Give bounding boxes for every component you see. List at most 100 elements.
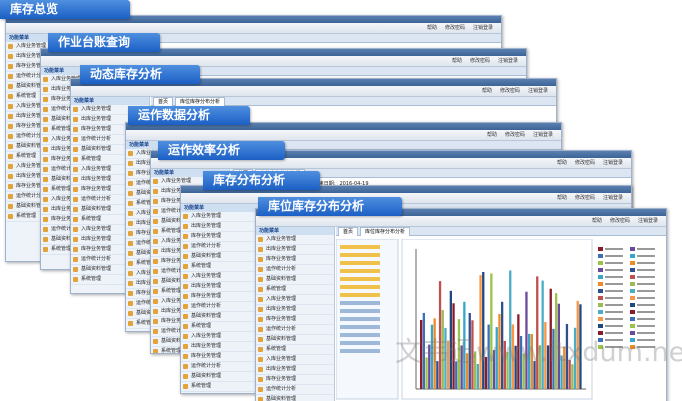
menu-item[interactable]: 基础资料管理: [181, 372, 259, 382]
menu-item[interactable]: 出库业务管理: [256, 305, 334, 315]
menu-item[interactable]: 入库业务管理: [181, 272, 259, 282]
title-bar: [126, 123, 561, 130]
menu-item[interactable]: 基础资料管理: [71, 265, 149, 275]
toolbar-button[interactable]: 修改密码: [574, 195, 595, 201]
decoration: [605, 325, 623, 327]
tab-bar: 首页库位库存分布分析: [151, 97, 556, 106]
tab[interactable]: 库位库存分布分析: [360, 227, 411, 236]
toolbar-button[interactable]: 注销登录: [602, 195, 623, 201]
menu-item[interactable]: 运作统计分析: [256, 385, 334, 395]
decoration: [605, 297, 623, 299]
title-bar: [71, 79, 556, 86]
tab[interactable]: 首页: [153, 97, 174, 106]
menu-item[interactable]: 系统管理: [181, 262, 259, 272]
menu-item[interactable]: 运作统计分析: [71, 195, 149, 205]
menu-item[interactable]: 基础资料管理: [181, 252, 259, 262]
menu-item[interactable]: 基础资料管理: [256, 275, 334, 285]
menu-item[interactable]: 系统管理: [181, 322, 259, 332]
toolbar-button[interactable]: 注销登录: [527, 88, 548, 94]
menu-item[interactable]: 库存业务管理: [256, 255, 334, 265]
toolbar-button[interactable]: 注销登录: [637, 218, 658, 224]
toolbar-button[interactable]: 帮助: [451, 58, 462, 64]
toolbar-button[interactable]: 注销登录: [472, 25, 493, 31]
menu-item[interactable]: 库存业务管理: [181, 292, 259, 302]
menu-item[interactable]: 运作统计分析: [71, 135, 149, 145]
menu-item[interactable]: 库存业务管理: [256, 375, 334, 385]
menu-item[interactable]: 运作统计分析: [256, 325, 334, 335]
menu-item[interactable]: 入库业务管理: [181, 332, 259, 342]
toolbar-button[interactable]: 修改密码: [469, 58, 490, 64]
menu-item[interactable]: 系统管理: [256, 285, 334, 295]
decoration: [637, 276, 655, 278]
menu-item[interactable]: 系统管理: [71, 275, 149, 285]
menu-item[interactable]: 系统管理: [256, 345, 334, 355]
menu-item[interactable]: 库存业务管理: [181, 232, 259, 242]
menu-item[interactable]: 运作统计分析: [181, 242, 259, 252]
menu-item[interactable]: 入库业务管理: [71, 105, 149, 115]
decoration: [630, 310, 635, 314]
toolbar-button[interactable]: 帮助: [591, 218, 602, 224]
decoration: [511, 324, 515, 389]
section-label: 作业台账查询: [48, 33, 160, 52]
decoration: [498, 313, 501, 389]
toolbar-button[interactable]: 帮助: [426, 25, 437, 31]
tab[interactable]: 首页: [338, 227, 359, 236]
menu-item[interactable]: 入库业务管理: [256, 235, 334, 245]
menu-item[interactable]: 出库业务管理: [256, 245, 334, 255]
menu-item[interactable]: 入库业务管理: [256, 355, 334, 365]
toolbar-button[interactable]: 修改密码: [504, 132, 525, 138]
menu-item[interactable]: 运作统计分析: [181, 362, 259, 372]
menu-item[interactable]: 基础资料管理: [181, 312, 259, 322]
menu-item[interactable]: 库存业务管理: [181, 352, 259, 362]
menu-item[interactable]: 库存业务管理: [71, 125, 149, 135]
menu-item[interactable]: 入库业务管理: [71, 165, 149, 175]
decoration: [605, 311, 623, 313]
toolbar-button[interactable]: 注销登录: [532, 132, 553, 138]
decoration: [598, 282, 603, 286]
toolbar: 帮助 修改密码 注销登录: [256, 216, 666, 227]
menu-item[interactable]: 出库业务管理: [71, 175, 149, 185]
toolbar-button[interactable]: 修改密码: [499, 88, 520, 94]
menu-item[interactable]: 库存业务管理: [71, 245, 149, 255]
menu-item[interactable]: 基础资料管理: [71, 145, 149, 155]
toolbar-button[interactable]: 帮助: [556, 160, 567, 166]
toolbar-button[interactable]: 注销登录: [497, 58, 518, 64]
toolbar: 帮助 修改密码 注销登录: [41, 56, 526, 67]
menu-item[interactable]: 入库业务管理: [71, 225, 149, 235]
menu-item[interactable]: 出库业务管理: [71, 115, 149, 125]
content-area: 首页库位库存分布分析: [151, 97, 556, 293]
toolbar-button[interactable]: 帮助: [486, 132, 497, 138]
decoration: [495, 327, 498, 389]
decoration: [484, 356, 488, 389]
menu-item[interactable]: 运作统计分析: [71, 255, 149, 265]
menu-item[interactable]: 系统管理: [71, 155, 149, 165]
toolbar-button[interactable]: 注销登录: [602, 160, 623, 166]
menu-item[interactable]: 入库业务管理: [181, 212, 259, 222]
menu-item[interactable]: 系统管理: [151, 347, 229, 353]
decoration: [506, 351, 509, 389]
decoration: [438, 281, 442, 389]
menu-item[interactable]: 基础资料管理: [71, 205, 149, 215]
menu-item[interactable]: 库存业务管理: [256, 315, 334, 325]
menu-item[interactable]: 出库业务管理: [181, 222, 259, 232]
decoration: [340, 293, 380, 297]
menu-item[interactable]: 出库业务管理: [181, 342, 259, 352]
tab[interactable]: 库位库存分布分析: [175, 97, 226, 106]
menu-item[interactable]: 基础资料管理: [256, 335, 334, 345]
toolbar-button[interactable]: 帮助: [556, 195, 567, 201]
menu-item[interactable]: 库存业务管理: [71, 185, 149, 195]
menu-item[interactable]: 出库业务管理: [181, 282, 259, 292]
toolbar-button[interactable]: 修改密码: [574, 160, 595, 166]
decoration: [605, 339, 623, 341]
menu-item[interactable]: 系统管理: [181, 382, 259, 392]
menu-item[interactable]: 运作统计分析: [256, 265, 334, 275]
toolbar-button[interactable]: 帮助: [481, 88, 492, 94]
menu-item[interactable]: 系统管理: [71, 215, 149, 225]
toolbar-button[interactable]: 修改密码: [609, 218, 630, 224]
menu-item[interactable]: 基础资料管理: [256, 395, 334, 401]
menu-item[interactable]: 出库业务管理: [71, 235, 149, 245]
menu-item[interactable]: 入库业务管理: [256, 295, 334, 305]
menu-item[interactable]: 出库业务管理: [256, 365, 334, 375]
menu-item[interactable]: 运作统计分析: [181, 302, 259, 312]
toolbar-button[interactable]: 修改密码: [444, 25, 465, 31]
